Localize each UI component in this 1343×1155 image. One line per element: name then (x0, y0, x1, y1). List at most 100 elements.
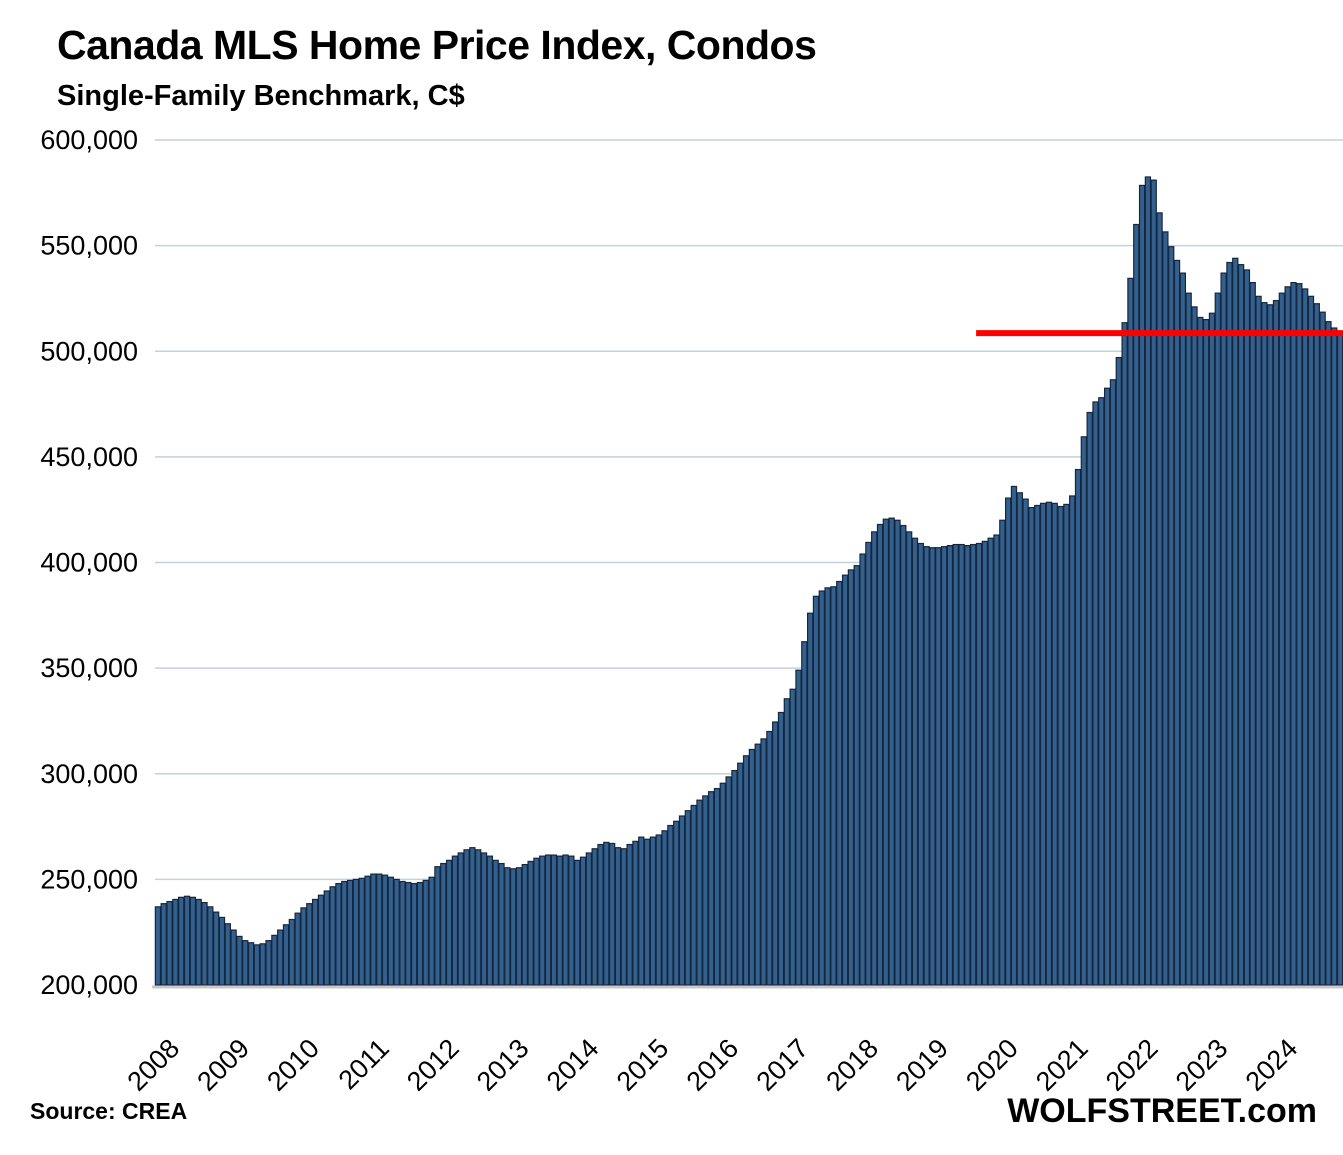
bar (859, 553, 866, 986)
bar (422, 879, 429, 986)
bar (1156, 212, 1163, 986)
bar (469, 847, 476, 986)
bar (789, 688, 796, 986)
bar (172, 898, 179, 986)
bar (445, 859, 453, 986)
bar (253, 944, 261, 986)
bar (643, 838, 651, 986)
bar (585, 852, 593, 986)
bar (795, 669, 802, 986)
x-axis-tick-label: 2013 (471, 1033, 535, 1097)
bar (690, 804, 697, 986)
bar (836, 580, 843, 986)
bar (1150, 179, 1157, 986)
bar (894, 519, 901, 986)
bar (737, 762, 744, 986)
y-axis-tick-label: 400,000 (40, 548, 138, 578)
bar (346, 879, 354, 986)
bar (777, 711, 785, 986)
bar (1138, 184, 1146, 986)
bar (1162, 231, 1169, 986)
bar (562, 854, 569, 986)
bar (317, 894, 325, 986)
x-axis-tick-label: 2019 (890, 1033, 954, 1097)
bar (1109, 379, 1117, 986)
bar (166, 900, 173, 986)
bar (1336, 332, 1343, 986)
y-axis-tick-label: 350,000 (40, 653, 138, 683)
bar (393, 878, 400, 986)
bar (713, 787, 721, 986)
bar (981, 540, 989, 986)
bar (1261, 302, 1268, 986)
bar (195, 898, 202, 986)
bar (574, 859, 581, 986)
bar (480, 852, 488, 986)
bar (1039, 502, 1047, 986)
bar (900, 524, 907, 986)
bar (329, 886, 336, 986)
bar (1121, 322, 1128, 986)
bar (579, 856, 587, 986)
bar (1185, 292, 1192, 986)
bar (1307, 295, 1315, 986)
bar (597, 843, 604, 986)
bar (294, 912, 301, 986)
bar (381, 874, 389, 986)
bar (1232, 257, 1239, 986)
bar (509, 868, 517, 986)
bar (224, 923, 231, 986)
bar (335, 882, 342, 986)
bar (550, 854, 558, 986)
bar (539, 855, 546, 986)
bar (1296, 283, 1303, 986)
bar (1220, 272, 1227, 986)
bar (865, 541, 872, 986)
bar (1331, 327, 1338, 986)
bar (323, 890, 330, 986)
bar (236, 935, 243, 986)
bar (1057, 505, 1064, 986)
bar (405, 881, 412, 986)
bar (1016, 492, 1023, 986)
y-axis-tick-label: 300,000 (40, 759, 138, 789)
bar (626, 843, 633, 986)
x-axis-tick-label: 2011 (333, 1033, 395, 1095)
x-axis-tick-label: 2020 (960, 1033, 1024, 1097)
bar (812, 595, 820, 986)
bar (410, 882, 418, 986)
bar (801, 641, 808, 986)
bar (341, 880, 348, 986)
x-axis-tick-label: 2012 (401, 1033, 465, 1097)
bar (1127, 277, 1134, 986)
bar (463, 849, 470, 986)
bar (416, 881, 424, 986)
bar (207, 906, 214, 986)
bar (614, 847, 622, 986)
bar (702, 795, 709, 986)
bar (154, 906, 162, 986)
bar (1301, 288, 1309, 986)
x-axis-tick-label: 2014 (541, 1033, 605, 1097)
bar (428, 876, 435, 986)
bar (929, 547, 936, 986)
bar (760, 738, 767, 986)
bar (1098, 397, 1105, 986)
bar (189, 896, 197, 986)
bar (783, 698, 791, 986)
bar (999, 519, 1006, 986)
bar (1197, 316, 1204, 986)
bar (719, 782, 726, 986)
x-axis-tick-label: 2018 (820, 1033, 884, 1097)
bar (247, 942, 255, 986)
x-axis-tick-label: 2016 (681, 1033, 745, 1097)
bar (451, 855, 459, 986)
y-axis-tick-label: 200,000 (40, 970, 138, 1000)
bar (824, 587, 831, 986)
bar (888, 517, 895, 986)
bar (632, 840, 639, 986)
bar (1226, 261, 1233, 986)
bar (603, 841, 610, 986)
bar (1319, 311, 1326, 986)
bar (352, 878, 360, 986)
